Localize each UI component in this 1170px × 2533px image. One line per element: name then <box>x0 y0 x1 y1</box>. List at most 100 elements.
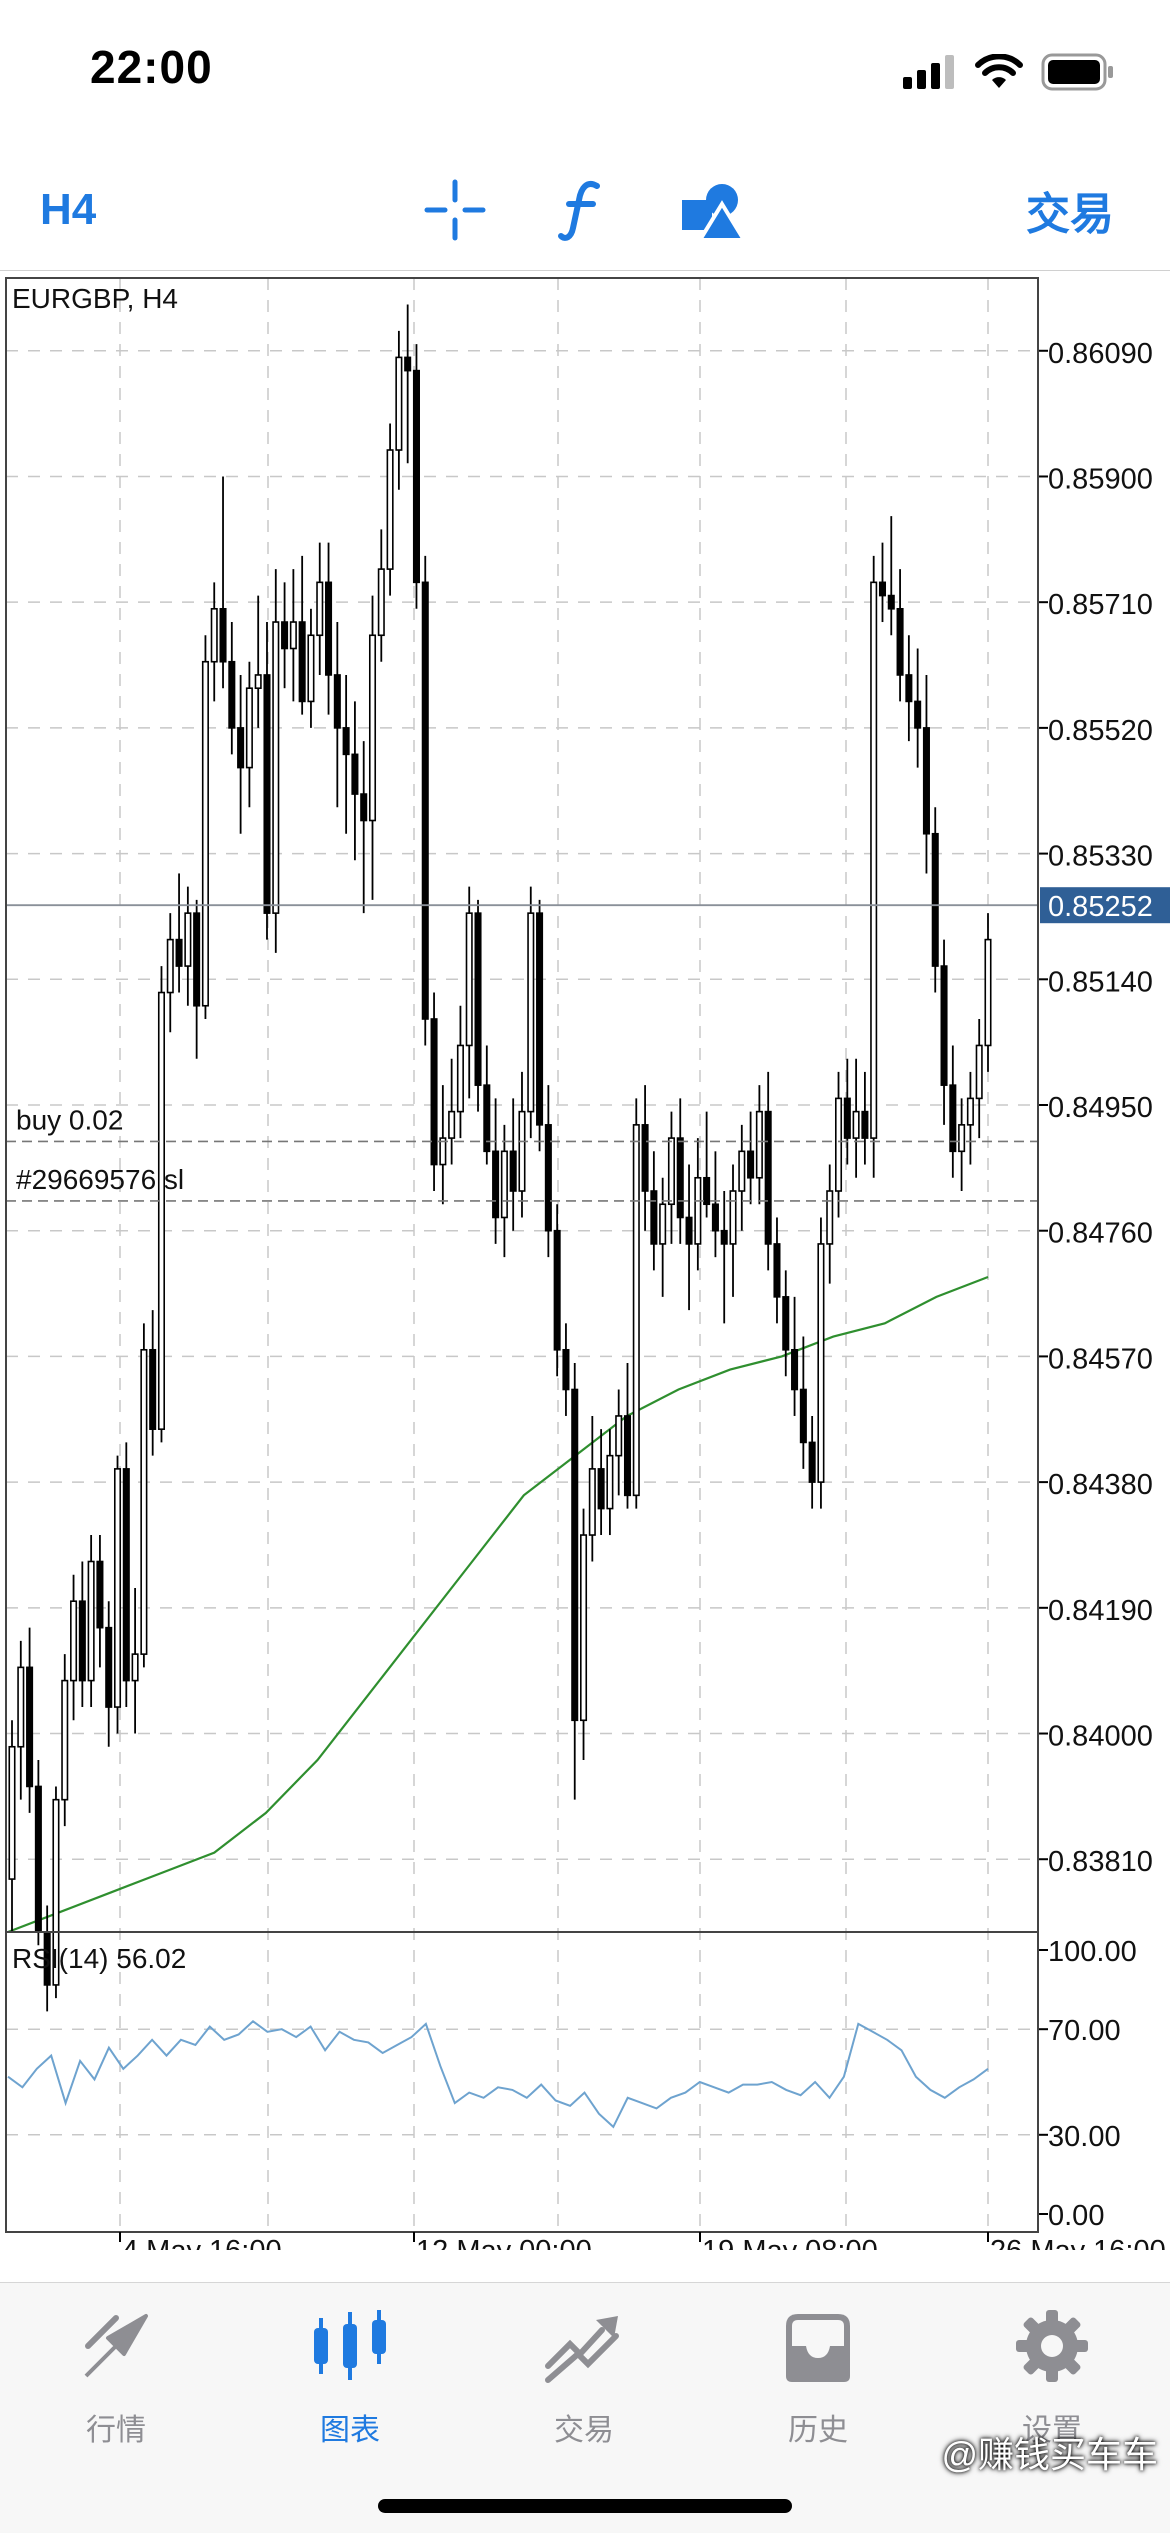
candle <box>316 542 324 675</box>
candle <box>571 1363 579 1800</box>
candle <box>685 1164 693 1311</box>
candle <box>26 1627 34 1813</box>
candle-body <box>632 1124 640 1497</box>
candle <box>500 1124 508 1258</box>
candle-body <box>149 1348 157 1430</box>
candle <box>193 899 201 1059</box>
price-tick-label: 0.85710 <box>1048 589 1153 621</box>
candle <box>325 542 333 715</box>
wifi-icon <box>975 54 1023 88</box>
price-tick-label: 0.85330 <box>1048 841 1153 873</box>
indicators-button[interactable] <box>552 180 612 241</box>
candle <box>307 608 315 728</box>
candle <box>351 701 359 861</box>
candle-body <box>500 1150 508 1219</box>
candle-body <box>474 912 482 1086</box>
candle <box>729 1164 737 1297</box>
candle <box>843 1058 851 1165</box>
candle <box>518 1071 526 1218</box>
candle-body <box>791 1348 799 1391</box>
candle-body <box>237 727 245 769</box>
buy-order-label: buy 0.02 <box>16 1104 123 1135</box>
candle <box>580 1508 588 1760</box>
battery-icon <box>1041 53 1113 91</box>
rsi-tick-label: 100.00 <box>1048 1936 1137 1968</box>
price-tick-label: 0.85140 <box>1048 966 1153 998</box>
candle <box>694 1138 702 1271</box>
rsi-label: RSI(14) 56.02 <box>12 1943 186 1974</box>
price-tick-label: 0.86090 <box>1048 338 1153 370</box>
objects-button[interactable] <box>676 180 750 242</box>
candle <box>615 1389 623 1496</box>
candle <box>254 595 262 728</box>
trade-label: 交易 <box>1026 190 1114 239</box>
candle-body <box>263 674 271 914</box>
candle-body <box>782 1296 790 1351</box>
price-chart[interactable]: 0.86090 0.85900 0.85710 0.85520 0.85330 0.851… <box>0 270 1170 2250</box>
candle <box>122 1442 130 1708</box>
candle <box>808 1415 816 1509</box>
tab-chart[interactable]: 图表 <box>260 2301 440 2451</box>
tab-history[interactable]: 历史 <box>728 2301 908 2451</box>
status-bar: 22:00 <box>0 0 1170 150</box>
timeframe-button[interactable]: H4 <box>40 180 96 240</box>
candle-body <box>316 581 324 637</box>
tab-trade[interactable]: 交易 <box>494 2301 674 2451</box>
trade-icon <box>545 2316 619 2383</box>
candle-body <box>958 1124 966 1153</box>
candle <box>342 674 350 834</box>
candle-body <box>580 1534 588 1722</box>
tab-settings[interactable]: 设置 <box>962 2301 1142 2451</box>
candle <box>852 1058 860 1178</box>
price-tick-label: 0.84950 <box>1048 1092 1153 1124</box>
candle <box>536 899 544 1152</box>
candle-body <box>694 1176 702 1245</box>
candle-body <box>157 991 166 1430</box>
chart-area[interactable]: 0.86090 0.85900 0.85710 0.85520 0.85330 0.851… <box>0 270 1170 2250</box>
candle-body <box>404 356 412 372</box>
candle <box>958 1098 966 1192</box>
candle-body <box>351 753 359 795</box>
candle-body <box>764 1110 772 1245</box>
candle <box>966 1071 974 1165</box>
candle <box>105 1601 113 1747</box>
candle-body <box>386 449 394 570</box>
candle-body <box>518 1110 526 1192</box>
signal-icon <box>903 55 954 89</box>
candle-body <box>333 674 341 729</box>
candle-body <box>966 1097 974 1126</box>
candle <box>861 1071 869 1165</box>
trade-button[interactable]: 交易 <box>1026 180 1114 240</box>
candle <box>905 635 913 742</box>
quotes-icon <box>84 2314 148 2378</box>
candle-body <box>105 1626 113 1708</box>
candle-body <box>52 1798 60 1986</box>
candle-body <box>34 1785 42 1933</box>
candle-body <box>96 1560 104 1629</box>
home-indicator[interactable] <box>378 2499 792 2513</box>
price-tick-label: 0.84190 <box>1048 1595 1153 1627</box>
candle <box>157 966 166 1443</box>
crosshair-button[interactable] <box>420 179 490 241</box>
candle-body <box>720 1229 728 1245</box>
candle-body <box>571 1388 579 1722</box>
candle-body <box>509 1150 517 1192</box>
candle-body <box>852 1110 860 1139</box>
stop-loss-label: #29669576 sl <box>16 1164 184 1195</box>
candle-body <box>289 621 297 650</box>
candle-body <box>307 634 315 703</box>
candle-body <box>8 1745 16 1880</box>
candle <box>562 1323 570 1416</box>
tab-quotes[interactable]: 行情 <box>26 2301 206 2451</box>
price-tick-label: 0.85520 <box>1048 715 1153 747</box>
candle-body <box>140 1348 148 1655</box>
candle <box>914 648 922 768</box>
candle-body <box>439 1137 447 1166</box>
crosshair-icon <box>424 179 486 241</box>
candle-body <box>245 687 253 769</box>
current-price-label: 0.85252 <box>1048 891 1153 923</box>
candle <box>96 1535 104 1668</box>
candle-body <box>931 832 939 967</box>
candle <box>386 423 394 596</box>
candle <box>298 555 306 715</box>
